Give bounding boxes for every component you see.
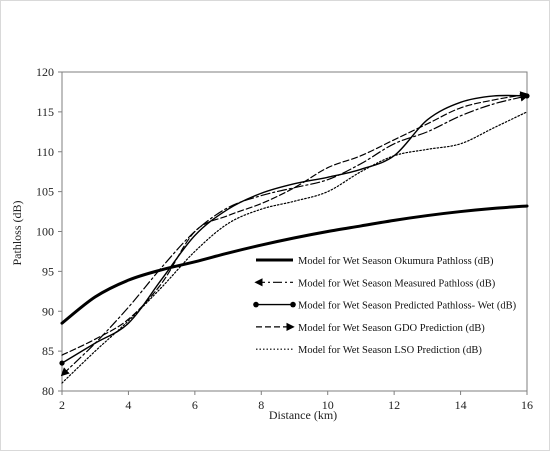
legend-dot bbox=[290, 301, 296, 308]
y-tick-label: 80 bbox=[42, 384, 54, 398]
series-line-3 bbox=[61, 94, 528, 364]
y-tick-label: 105 bbox=[36, 185, 54, 199]
legend-label: Model for Wet Season GDO Prediction (dB) bbox=[298, 323, 485, 334]
series-layer bbox=[59, 91, 530, 384]
x-tick-label: 10 bbox=[322, 398, 334, 412]
legend-entry-4: Model for Wet Season GDO Prediction (dB) bbox=[256, 322, 485, 334]
x-axis-label: Distance (km) bbox=[269, 408, 337, 422]
legend-entry-3: Model for Wet Season Predicted Pathloss-… bbox=[253, 301, 517, 312]
x-tick-label: 2 bbox=[59, 398, 65, 412]
y-tick-label: 120 bbox=[36, 65, 54, 79]
legend-label: Model for Wet Season Predicted Pathloss-… bbox=[298, 301, 517, 312]
y-axis-label: Pathloss (dB) bbox=[10, 200, 24, 265]
y-tick-label: 85 bbox=[42, 344, 54, 358]
legend-dot bbox=[253, 301, 259, 308]
x-tick-label: 16 bbox=[521, 398, 533, 412]
x-tick-label: 6 bbox=[192, 398, 198, 412]
legend-entry-1: Model for Wet Season Okumura Pathloss (d… bbox=[256, 256, 494, 267]
axes: 2 4 6 8 10 12 14 16 80 85 90 95 100 105 110 115 120 bbox=[36, 65, 533, 412]
y-tick-label: 90 bbox=[42, 304, 54, 318]
series-line-2 bbox=[60, 93, 529, 377]
legend-entry-5: Model for Wet Season LSO Prediction (dB) bbox=[256, 345, 482, 356]
series-end-dot bbox=[59, 360, 65, 366]
legend-label: Model for Wet Season Measured Pathloss (… bbox=[298, 278, 496, 289]
x-tick-label: 4 bbox=[125, 398, 131, 412]
y-tick-label: 110 bbox=[36, 145, 54, 159]
x-tick-label: 14 bbox=[455, 398, 467, 412]
legend-entry-2: Model for Wet Season Measured Pathloss (… bbox=[254, 278, 496, 289]
series-end-dot bbox=[524, 93, 530, 99]
plot-area-border bbox=[61, 71, 528, 392]
legend: Model for Wet Season Okumura Pathloss (d… bbox=[253, 256, 517, 356]
x-tick-label: 12 bbox=[388, 398, 400, 412]
x-tick-label: 8 bbox=[258, 398, 264, 412]
legend-label: Model for Wet Season Okumura Pathloss (d… bbox=[298, 256, 494, 267]
y-tick-label: 115 bbox=[36, 105, 54, 119]
y-tick-label: 95 bbox=[42, 264, 54, 278]
series-line-5 bbox=[61, 111, 528, 384]
y-tick-label: 100 bbox=[36, 225, 54, 239]
legend-label: Model for Wet Season LSO Prediction (dB) bbox=[298, 345, 482, 356]
series-line-4 bbox=[61, 91, 529, 356]
